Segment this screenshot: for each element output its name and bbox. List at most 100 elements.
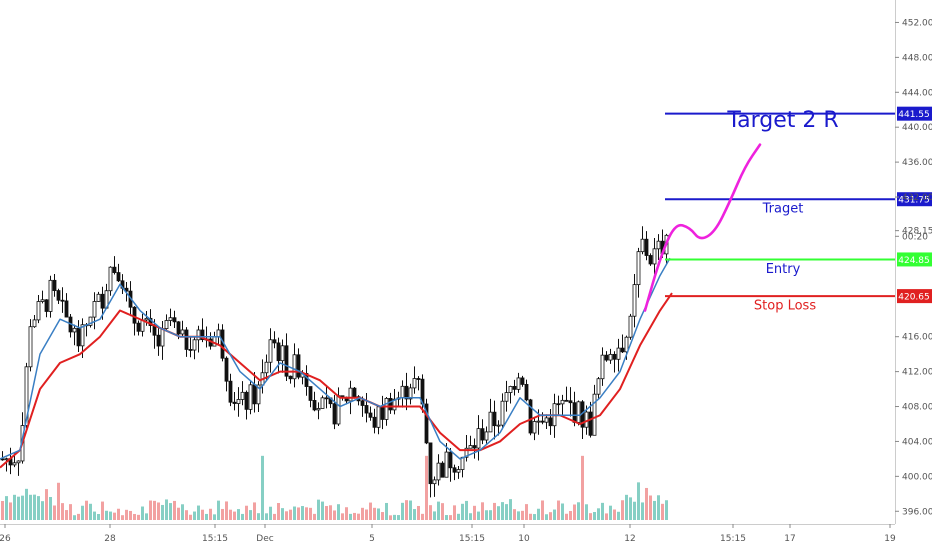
candle-body	[644, 238, 649, 256]
price-axis[interactable]: 441.55 431.75 424.85 420.65 452.00 448.00 444.…	[895, 18, 932, 517]
candle-body	[624, 336, 629, 353]
volume-bar	[413, 509, 416, 520]
volume-bar	[153, 500, 156, 520]
target-2r-price-tag	[897, 106, 932, 121]
volume-bar	[113, 512, 116, 520]
target-price-tag-label: 431.75	[898, 196, 930, 206]
candle-body	[496, 424, 501, 427]
volume-bar	[57, 482, 60, 520]
candle-body	[160, 328, 165, 347]
candle-body	[640, 238, 645, 253]
candle-body	[456, 469, 461, 473]
volume-bar	[657, 495, 660, 520]
candle-body	[80, 324, 85, 347]
moving-averages	[0, 257, 673, 469]
volume-bar	[497, 506, 500, 520]
volume-bar	[289, 509, 292, 520]
volume-bar	[141, 506, 144, 520]
volume-bar	[285, 511, 288, 520]
volume-bar	[461, 503, 464, 520]
candle-body	[476, 428, 481, 449]
volume-bar	[241, 513, 244, 520]
target-2r-label: Target 2 R	[726, 108, 838, 133]
entry-price-tag-label: 424.85	[898, 256, 930, 266]
candle-body	[652, 248, 657, 265]
candle-body	[132, 306, 137, 324]
time-axis[interactable]: 26 28 15:15 Dec 5 15:15 10 12 15:15 17 19	[0, 524, 896, 544]
stop-loss-price-tag	[897, 289, 932, 304]
volume-bar	[225, 501, 228, 520]
candle-body	[564, 399, 569, 402]
volume-bar	[425, 455, 428, 520]
volume-bar	[257, 513, 260, 520]
volume-bar	[41, 501, 44, 520]
candle-body	[192, 339, 197, 351]
candle-body	[180, 329, 185, 335]
candle-body	[376, 406, 381, 428]
volume-bar	[109, 511, 112, 520]
volume-bar	[297, 507, 300, 520]
candle-body	[96, 293, 101, 302]
candle-body	[380, 406, 385, 420]
candlesticks	[0, 226, 669, 498]
volume-bar	[585, 504, 588, 520]
candle-body	[200, 329, 205, 341]
candle-body	[432, 479, 437, 485]
volume-bar	[61, 503, 64, 520]
volume-bar	[301, 506, 304, 520]
volume-bar	[125, 509, 128, 520]
candle-body	[404, 385, 409, 400]
volume-bar	[581, 455, 584, 520]
volume-bar	[569, 511, 572, 520]
candle-body	[172, 317, 177, 323]
volume-bar	[613, 509, 616, 520]
volume-bar	[101, 501, 104, 520]
price-tick-label: 416.00	[902, 333, 932, 343]
candle-body	[268, 339, 273, 363]
volume-bar	[105, 510, 108, 520]
candle-body	[316, 408, 321, 411]
candle-body	[44, 299, 49, 312]
volume-bar	[121, 515, 124, 520]
volume-bar	[353, 512, 356, 520]
candle-body	[628, 315, 633, 338]
volume-bar	[341, 513, 344, 520]
volume-bar	[533, 514, 536, 520]
volume-bar	[349, 513, 352, 520]
candle-body	[416, 378, 421, 380]
time-tick-label: 5	[369, 534, 375, 544]
price-tick-label: 428.15	[902, 227, 932, 237]
volume-bar	[421, 513, 424, 520]
candle-body	[292, 354, 297, 380]
volume-bar	[165, 499, 168, 520]
candle-body	[524, 384, 529, 401]
candle-body	[228, 380, 233, 403]
candle-body	[508, 386, 513, 393]
candle-body	[284, 345, 289, 377]
volume-bar	[525, 504, 528, 520]
volume-bar	[617, 511, 620, 520]
candle-body	[608, 353, 613, 361]
candle-body	[88, 316, 93, 326]
candle-body	[384, 398, 389, 420]
volume-bar	[401, 502, 404, 520]
volume-bar	[21, 495, 24, 520]
candle-body	[452, 467, 457, 473]
volume-bar	[345, 507, 348, 520]
candle-body	[504, 392, 509, 402]
candle-body	[36, 301, 41, 321]
volume-bar	[389, 515, 392, 520]
candle-body	[72, 327, 77, 333]
ema-slow-line	[0, 292, 673, 469]
candle-body	[604, 354, 609, 361]
candle-body	[60, 299, 65, 302]
volume-bar	[433, 511, 436, 520]
volume-bar	[161, 504, 164, 520]
candle-body	[236, 399, 241, 404]
volume-bar	[81, 505, 84, 520]
volume-bar	[181, 504, 184, 520]
volume-bar	[621, 500, 624, 520]
candle-body	[4, 458, 9, 461]
candle-body	[332, 403, 337, 425]
